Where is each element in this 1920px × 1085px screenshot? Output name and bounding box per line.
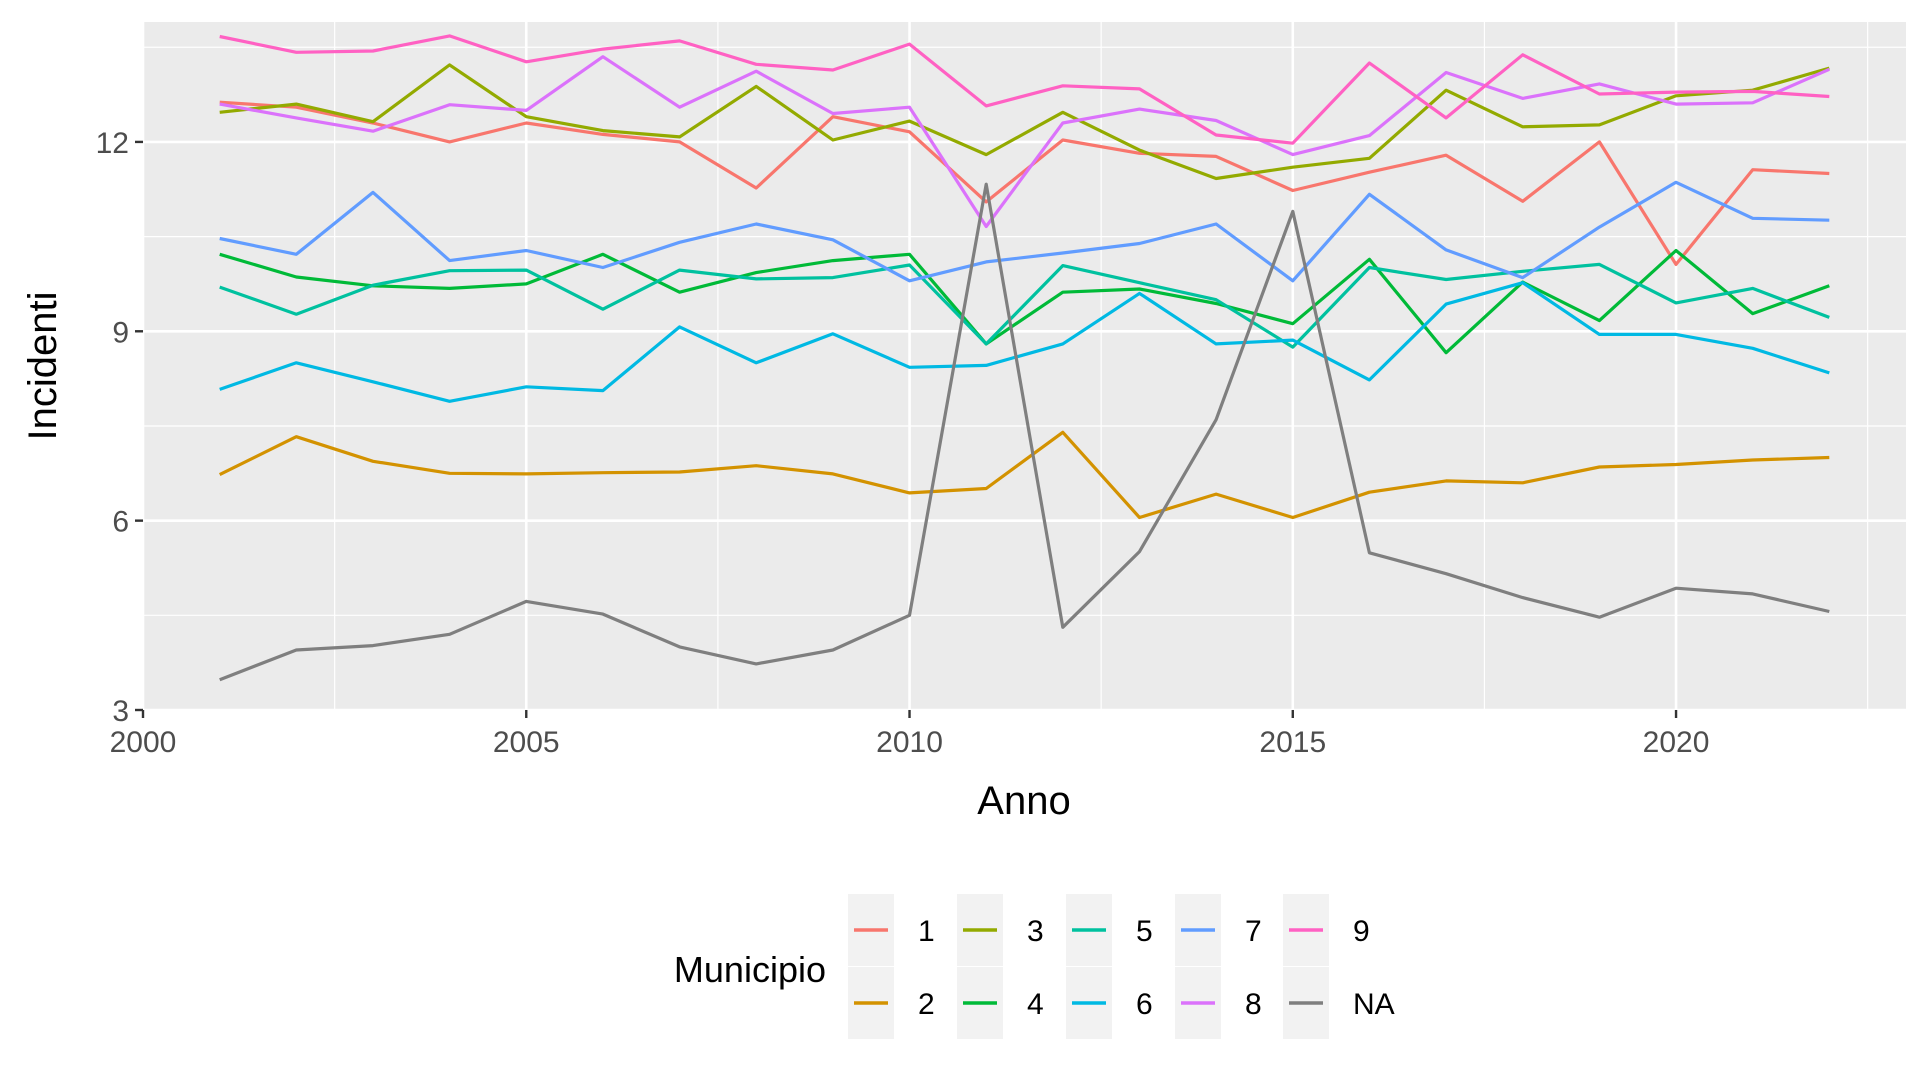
legend-label: NA <box>1353 988 1395 1021</box>
series-line-4 <box>219 248 1830 355</box>
legend: Municipio 1 2 3 4 5 6 7 8 9 NA <box>674 894 1395 1039</box>
legend-label: 4 <box>1027 988 1044 1021</box>
series-line-3 <box>219 63 1830 181</box>
y-tick-label: 3 <box>112 695 129 728</box>
y-tick-label: 9 <box>112 316 129 349</box>
x-tick-label: 2000 <box>110 726 177 759</box>
y-axis-title: Incidenti <box>21 292 65 441</box>
series-line-7 <box>219 180 1830 283</box>
legend-title: Municipio <box>674 949 826 990</box>
series-line-5 <box>219 262 1830 349</box>
series-line-6 <box>219 281 1830 403</box>
series-lines <box>218 34 1830 682</box>
x-axis-title: Anno <box>977 779 1070 823</box>
minor-gridlines <box>143 22 1906 710</box>
x-tick-label: 2020 <box>1643 726 1710 759</box>
legend-label: 2 <box>918 988 935 1021</box>
series-line-NA <box>219 182 1830 682</box>
x-tick-label: 2005 <box>493 726 560 759</box>
legend-label: 7 <box>1245 915 1262 948</box>
series-line-8 <box>219 55 1830 229</box>
legend-label: 1 <box>918 915 935 948</box>
legend-label: 3 <box>1027 915 1044 948</box>
legend-label: 9 <box>1353 915 1370 948</box>
major-gridlines <box>141 22 1906 712</box>
y-tick-label: 6 <box>112 506 129 539</box>
axes: 2000 2005 2010 2015 2020 3 6 9 12 <box>96 127 1710 759</box>
series-line-9 <box>219 34 1830 145</box>
series-line-2 <box>218 430 1830 520</box>
x-tick-label: 2015 <box>1259 726 1326 759</box>
x-tick-label: 2010 <box>876 726 943 759</box>
legend-label: 8 <box>1245 988 1262 1021</box>
y-tick-label: 12 <box>96 127 129 160</box>
legend-label: 5 <box>1136 915 1153 948</box>
plot-panel <box>143 22 1906 710</box>
series-line-1 <box>219 100 1830 266</box>
legend-label: 6 <box>1136 988 1153 1021</box>
